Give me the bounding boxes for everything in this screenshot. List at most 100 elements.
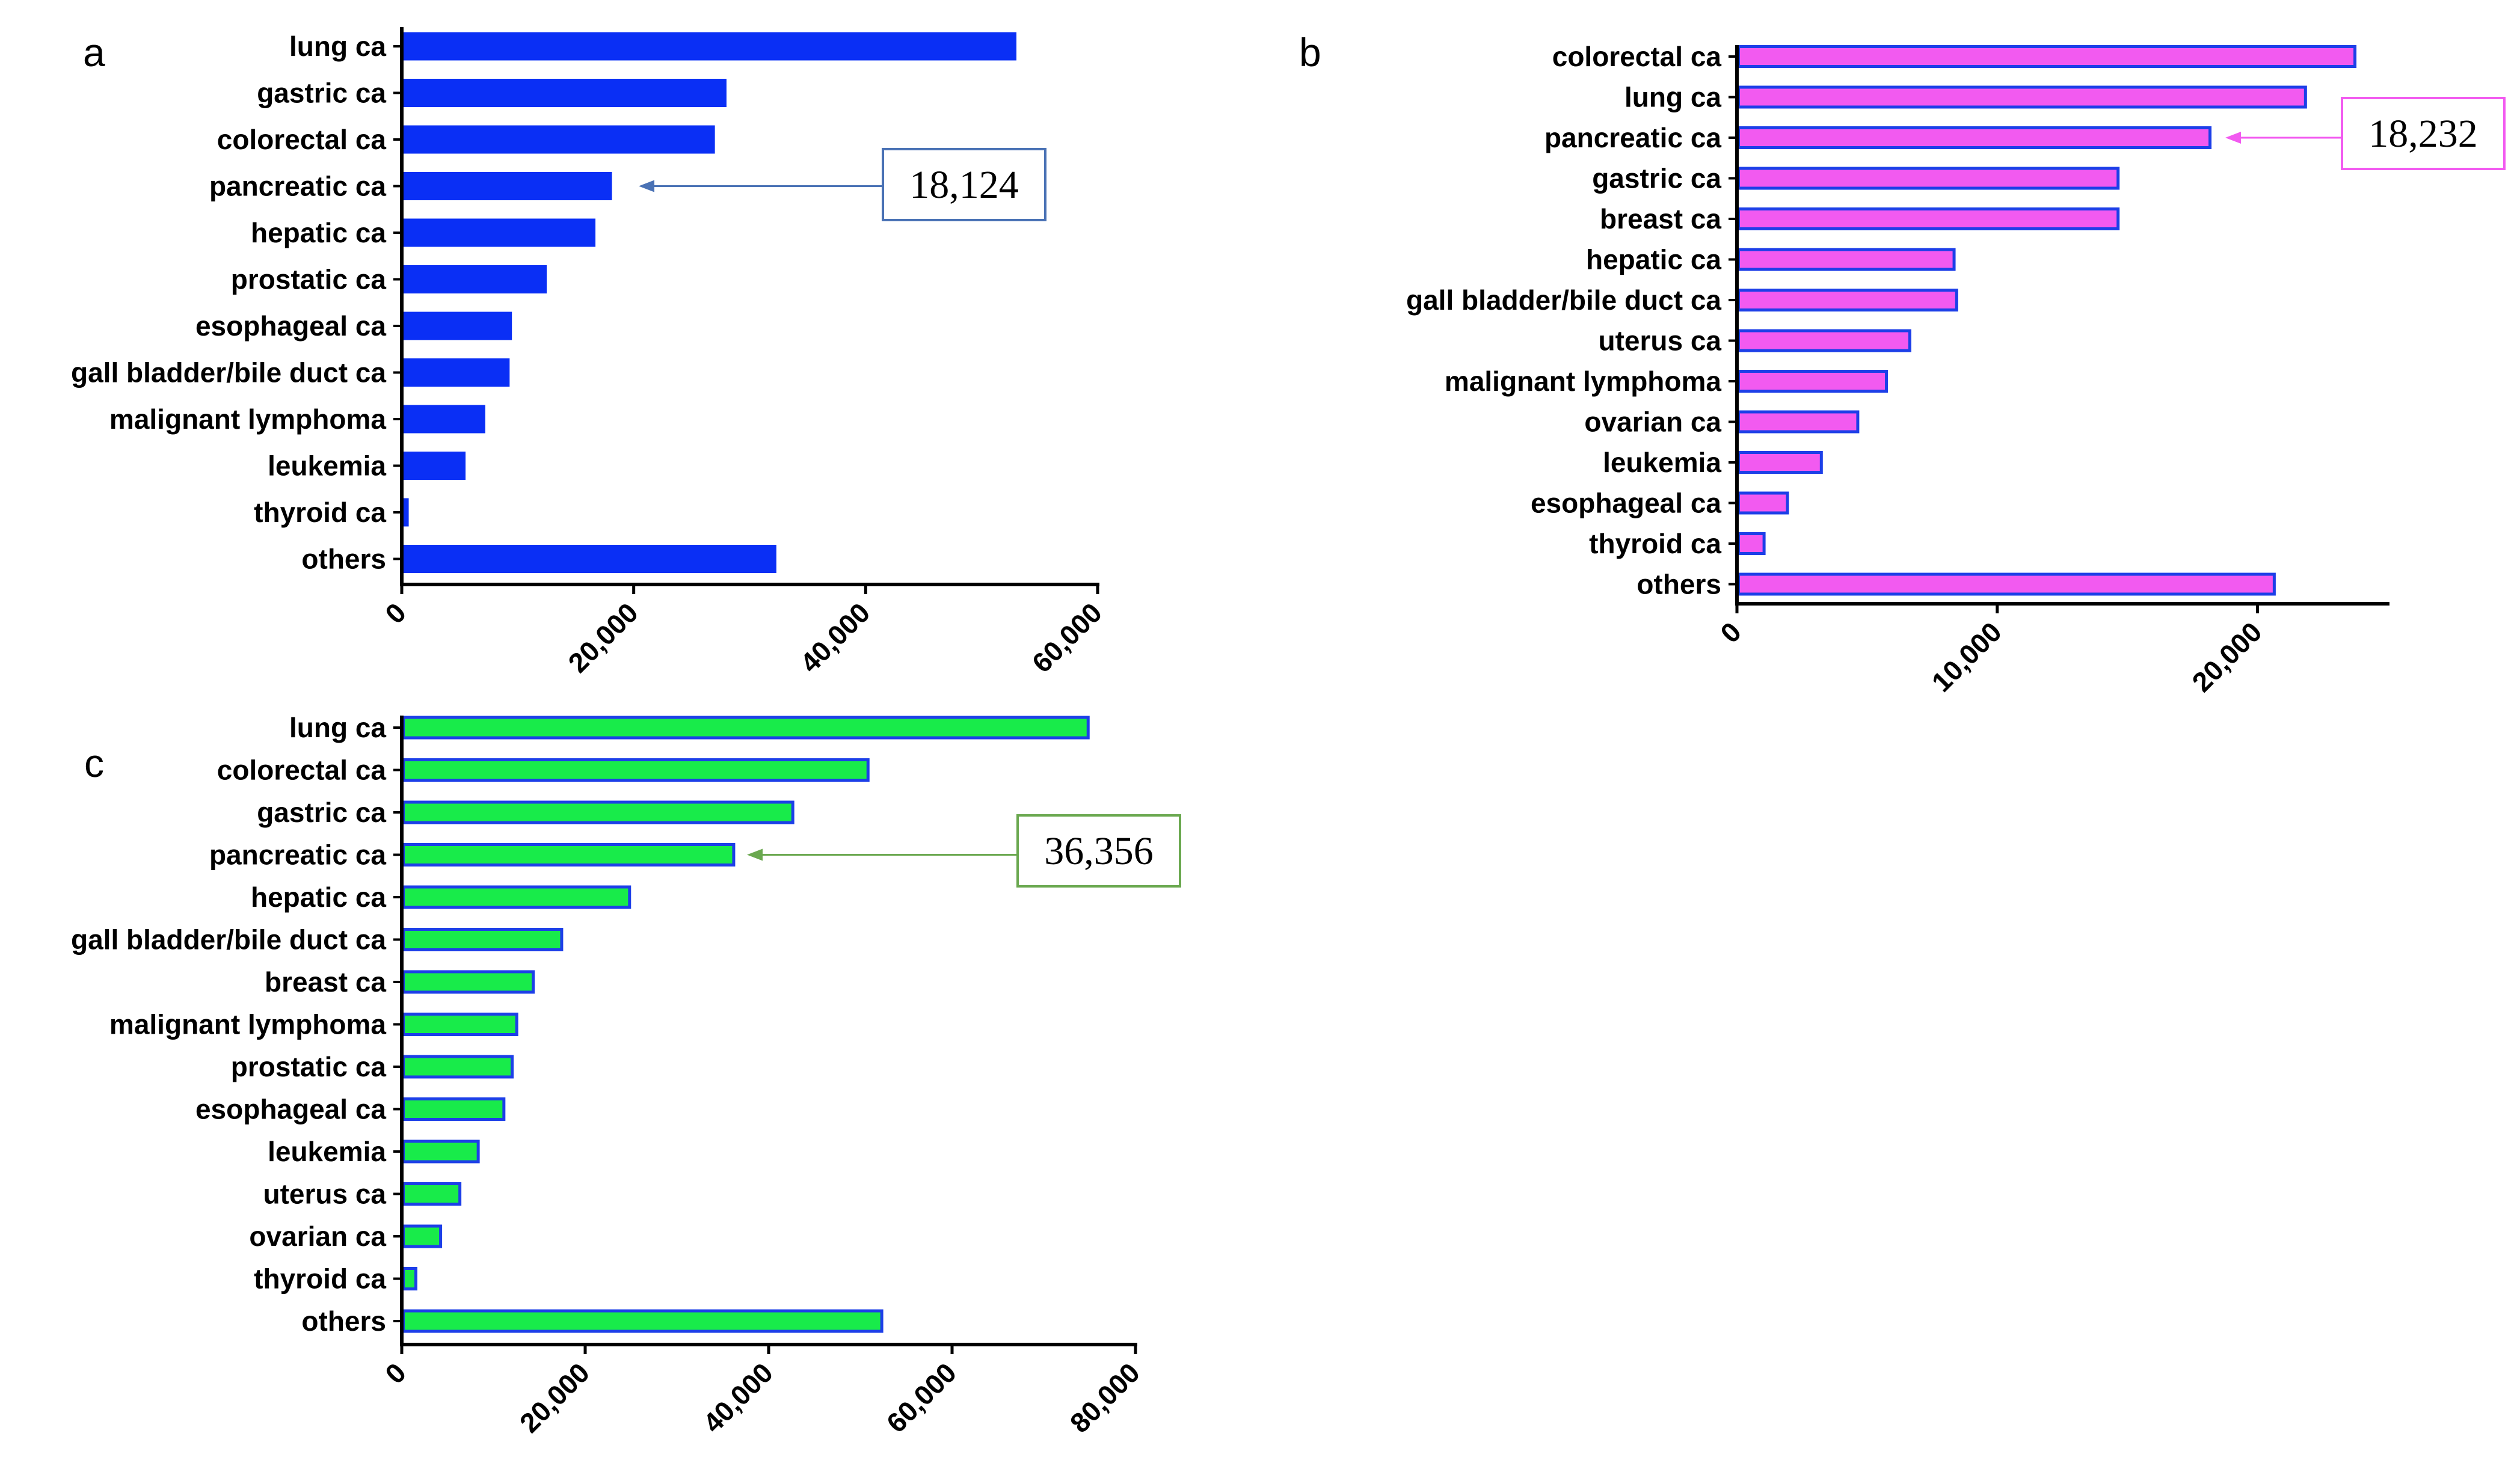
- callout-value: 36,356: [1044, 829, 1154, 873]
- chart-panel-b: b colorectal ca lung ca pancreatic ca gastri…: [1299, 30, 2506, 698]
- bar-malignant-lymphoma: [1737, 370, 1888, 393]
- callout-arrow-head: [639, 180, 654, 192]
- category-label: gastric ca: [1592, 163, 1721, 194]
- category-label: malignant lymphoma: [1445, 366, 1721, 397]
- category-label: breast ca: [265, 966, 386, 998]
- category-label: prostatic ca: [231, 264, 387, 295]
- bar-ovarian-ca: [1737, 410, 1860, 434]
- bar-malignant-lymphoma: [402, 1013, 518, 1036]
- chart-panel-a: a lung ca gastric ca colorectal ca pancreati…: [71, 27, 1108, 679]
- category-label: malignant lymphoma: [109, 403, 386, 435]
- bar-uterus-ca: [402, 1182, 462, 1206]
- bar-pancreatic-ca: [1737, 126, 2212, 149]
- category-label: malignant lymphoma: [109, 1009, 386, 1040]
- category-label: esophageal ca: [195, 1094, 386, 1125]
- category-label: others: [301, 1305, 386, 1337]
- bar-breast-ca: [1737, 207, 2120, 230]
- bar-leukemia: [402, 1139, 480, 1164]
- category-label: colorectal ca: [217, 124, 387, 155]
- category-label: gastric ca: [257, 78, 386, 109]
- x-tick-label: 60,000: [880, 1357, 962, 1438]
- category-label: gastric ca: [257, 797, 386, 828]
- bar-prostatic-ca: [402, 265, 547, 293]
- x-tick-label: 40,000: [697, 1357, 779, 1438]
- callout-box: [2341, 97, 2506, 170]
- bar-breast-ca: [402, 970, 535, 994]
- bar-pancreatic-ca: [402, 843, 736, 866]
- x-tick-label: 20,000: [514, 1357, 595, 1438]
- category-label: leukemia: [268, 450, 386, 482]
- bar-gall-bladder-bile-duct-ca: [1737, 289, 1958, 311]
- bar-hepatic-ca: [402, 885, 632, 909]
- bar-lung-ca: [1737, 85, 2307, 109]
- callout-value: 18,232: [2368, 112, 2478, 156]
- category-label: gall bladder/bile duct ca: [71, 357, 386, 388]
- bar-uterus-ca: [1737, 329, 1911, 352]
- category-label: lung ca: [1624, 82, 1721, 113]
- category-label: hepatic ca: [251, 882, 386, 913]
- x-tick-label: 40,000: [794, 597, 876, 678]
- bar-gall-bladder-bile-duct-ca: [402, 358, 510, 387]
- category-label: hepatic ca: [1586, 244, 1721, 275]
- x-tick-label: 0: [379, 1357, 412, 1390]
- category-label: pancreatic ca: [1544, 122, 1721, 153]
- bar-esophageal-ca: [402, 1097, 506, 1121]
- bar-others: [402, 545, 776, 573]
- category-label: colorectal ca: [217, 755, 387, 786]
- bar-pancreatic-ca: [402, 172, 612, 200]
- category-label: esophageal ca: [1531, 488, 1721, 519]
- bar-esophageal-ca: [1737, 491, 1789, 515]
- bar-others: [402, 1309, 884, 1333]
- x-tick-label: 20,000: [562, 597, 644, 678]
- bar-leukemia: [1737, 451, 1823, 474]
- category-label: lung ca: [289, 31, 386, 62]
- category-label: ovarian ca: [249, 1221, 386, 1252]
- bar-hepatic-ca: [1737, 248, 1956, 271]
- bar-ovarian-ca: [402, 1224, 443, 1248]
- category-label: ovarian ca: [1584, 406, 1721, 438]
- category-label: pancreatic ca: [209, 171, 386, 202]
- category-label: thyroid ca: [254, 497, 386, 528]
- category-label: prostatic ca: [231, 1051, 387, 1082]
- category-label: hepatic ca: [251, 217, 386, 248]
- category-label: pancreatic ca: [209, 839, 386, 871]
- bar-gall-bladder-bile-duct-ca: [402, 928, 564, 951]
- chart-panel-c: c lung ca colorectal ca gastric ca pancreati…: [71, 712, 1181, 1439]
- category-label: esophageal ca: [195, 310, 386, 342]
- panel-label: b: [1299, 30, 1321, 75]
- category-label: leukemia: [1603, 447, 1721, 478]
- category-label: breast ca: [1600, 203, 1721, 235]
- bar-colorectal-ca: [1737, 45, 2357, 68]
- category-label: uterus ca: [1598, 325, 1721, 357]
- bar-leukemia: [402, 452, 466, 480]
- panel-label: a: [83, 30, 105, 75]
- category-label: gall bladder/bile duct ca: [1406, 284, 1721, 316]
- category-label: others: [301, 544, 386, 575]
- bar-hepatic-ca: [402, 218, 596, 247]
- bar-thyroid-ca: [1737, 532, 1766, 555]
- bar-gastric-ca: [402, 800, 794, 824]
- callout-arrow-head: [747, 848, 763, 861]
- bar-colorectal-ca: [402, 758, 870, 782]
- bar-colorectal-ca: [402, 125, 715, 154]
- category-label: leukemia: [268, 1136, 386, 1167]
- x-tick-label: 20,000: [2186, 616, 2267, 698]
- bar-thyroid-ca: [402, 1267, 417, 1290]
- callout-arrow-head: [2225, 132, 2241, 144]
- category-label: gall bladder/bile duct ca: [71, 924, 386, 955]
- bar-malignant-lymphoma: [402, 405, 485, 434]
- category-label: colorectal ca: [1552, 41, 1722, 72]
- callout-box: [1016, 814, 1181, 888]
- x-tick-label: 10,000: [1926, 616, 2008, 698]
- category-label: thyroid ca: [254, 1263, 386, 1295]
- category-label: others: [1636, 569, 1721, 600]
- x-tick-label: 60,000: [1026, 597, 1108, 678]
- callout-value: 18,124: [909, 163, 1019, 207]
- bar-esophageal-ca: [402, 311, 512, 340]
- bar-lung-ca: [402, 716, 1090, 740]
- bar-thyroid-ca: [402, 498, 409, 527]
- bar-lung-ca: [402, 32, 1017, 61]
- callout-box: [882, 148, 1046, 221]
- bar-others: [1737, 572, 2276, 596]
